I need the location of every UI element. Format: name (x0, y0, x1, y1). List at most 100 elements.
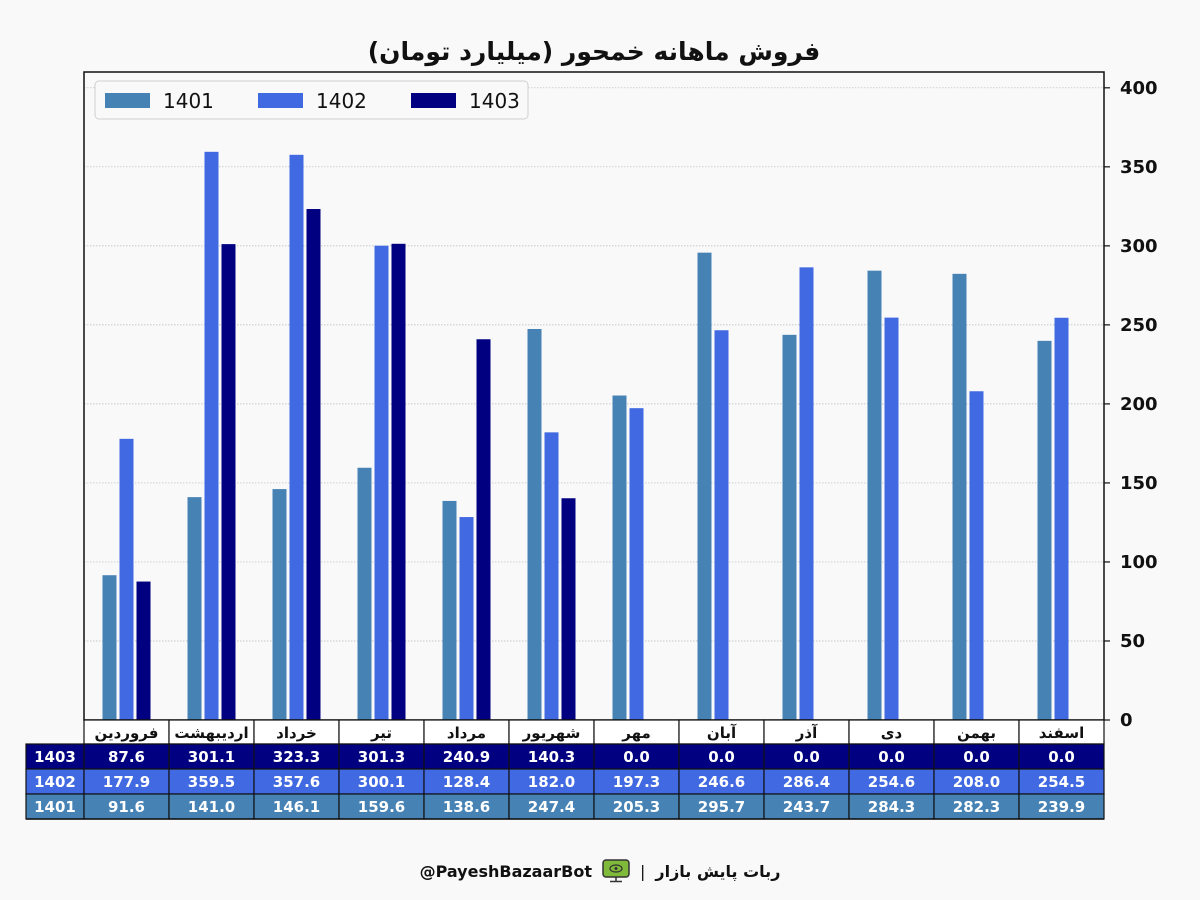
bar (544, 432, 559, 720)
bar (969, 391, 984, 720)
bar (782, 334, 797, 720)
table-value: 284.3 (868, 798, 915, 816)
table-header-cell (338, 719, 425, 745)
table-value: 239.9 (1038, 798, 1085, 816)
table-cell (933, 743, 1020, 770)
table-value: 246.6 (698, 773, 745, 791)
legend-box (94, 80, 529, 120)
bot-name: ربات پایش بازار (655, 861, 781, 881)
table-row-header-cell (25, 743, 85, 770)
table-value: 301.3 (358, 748, 405, 766)
legend-label: 1403 (469, 89, 520, 113)
table-column-header: آذر (795, 724, 818, 742)
table-value: 197.3 (613, 773, 660, 791)
footer-separator: | (640, 861, 646, 881)
legend-label: 1401 (163, 89, 214, 113)
table-cell (508, 768, 595, 795)
table-column-header: خرداد (276, 724, 317, 742)
monitor-icon (602, 859, 630, 883)
table-header-cell (508, 719, 595, 745)
bar (459, 517, 474, 720)
y-tick-label: 200 (1120, 394, 1158, 415)
table-value: 323.3 (273, 748, 320, 766)
table-cell (1018, 768, 1105, 795)
bar (204, 151, 219, 720)
table-value: 243.7 (783, 798, 830, 816)
table-cell (83, 743, 170, 770)
bot-handle[interactable]: @PayeshBazaarBot (419, 861, 592, 881)
table-column-header: آبان (707, 724, 737, 742)
bar (187, 497, 202, 720)
table-value: 254.5 (1038, 773, 1085, 791)
y-tick-label: 250 (1120, 315, 1158, 336)
table-row-label: 1403 (34, 748, 76, 766)
y-tick-label: 100 (1120, 552, 1158, 573)
table-value: 286.4 (783, 773, 830, 791)
table-header-cell (423, 719, 510, 745)
table-cell (1018, 793, 1105, 820)
footer: @PayeshBazaarBot | ربات پایش بازار (0, 856, 1200, 886)
bar (357, 467, 372, 720)
bar (289, 154, 304, 720)
table-value: 0.0 (708, 748, 735, 766)
chart-title: فروش ماهانه خمحور (میلیارد تومان) (368, 37, 821, 67)
table-column-header: مرداد (447, 724, 486, 742)
table-value: 0.0 (623, 748, 650, 766)
table-value: 254.6 (868, 773, 915, 791)
legend: 1401 1402 1403 (94, 80, 529, 120)
bar (629, 408, 644, 720)
table-header-cell (763, 719, 850, 745)
table-cell (763, 793, 850, 820)
table-value: 0.0 (793, 748, 820, 766)
table-row-label: 1402 (34, 773, 76, 791)
table-column-header: اردیبهشت (174, 724, 248, 742)
table-cell (338, 743, 425, 770)
legend-label: 1402 (316, 89, 367, 113)
bar (1054, 317, 1069, 720)
bar (119, 438, 134, 720)
table-column-header: مهر (621, 724, 651, 742)
y-tick-label: 400 (1120, 78, 1158, 99)
table-value: 159.6 (358, 798, 405, 816)
table-column-header: اسفند (1039, 724, 1084, 742)
table-cell (338, 793, 425, 820)
bar (612, 395, 627, 720)
legend-swatch (258, 93, 303, 108)
table-cell (83, 768, 170, 795)
table-header-cell (253, 719, 340, 745)
bar (867, 270, 882, 720)
table-value: 240.9 (443, 748, 490, 766)
legend-swatch (105, 93, 150, 108)
table-column-header: تیر (370, 724, 392, 742)
bar (561, 498, 576, 720)
y-tick-label: 300 (1120, 236, 1158, 257)
table-value: 0.0 (1048, 748, 1075, 766)
grid-lines (84, 87, 1104, 642)
table-cell (508, 793, 595, 820)
bar (136, 581, 151, 720)
bar (714, 330, 729, 720)
table-value: 0.0 (878, 748, 905, 766)
bar (391, 243, 406, 721)
y-tick-label: 150 (1120, 473, 1158, 494)
table-cell (168, 793, 255, 820)
table-value: 295.7 (698, 798, 745, 816)
data-table: فروردین اردیبهشت خرداد تیر مرداد شهریور مهر آبا… (25, 719, 1105, 820)
table-value: 359.5 (188, 773, 235, 791)
table-cell (168, 768, 255, 795)
table-header-cell (678, 719, 765, 745)
bar (697, 252, 712, 720)
bar (1037, 340, 1052, 720)
table-value: 141.0 (188, 798, 235, 816)
table-row-label: 1401 (34, 798, 76, 816)
bar (102, 575, 117, 720)
table-value: 182.0 (528, 773, 575, 791)
bar (884, 317, 899, 720)
table-cell (848, 768, 935, 795)
y-axis: 0 50 100 150 200 250 300 350 400 (1104, 78, 1158, 731)
bar (221, 244, 236, 721)
table-value: 87.6 (108, 748, 145, 766)
table-cell (933, 793, 1020, 820)
table-column-header: فروردین (95, 724, 159, 742)
